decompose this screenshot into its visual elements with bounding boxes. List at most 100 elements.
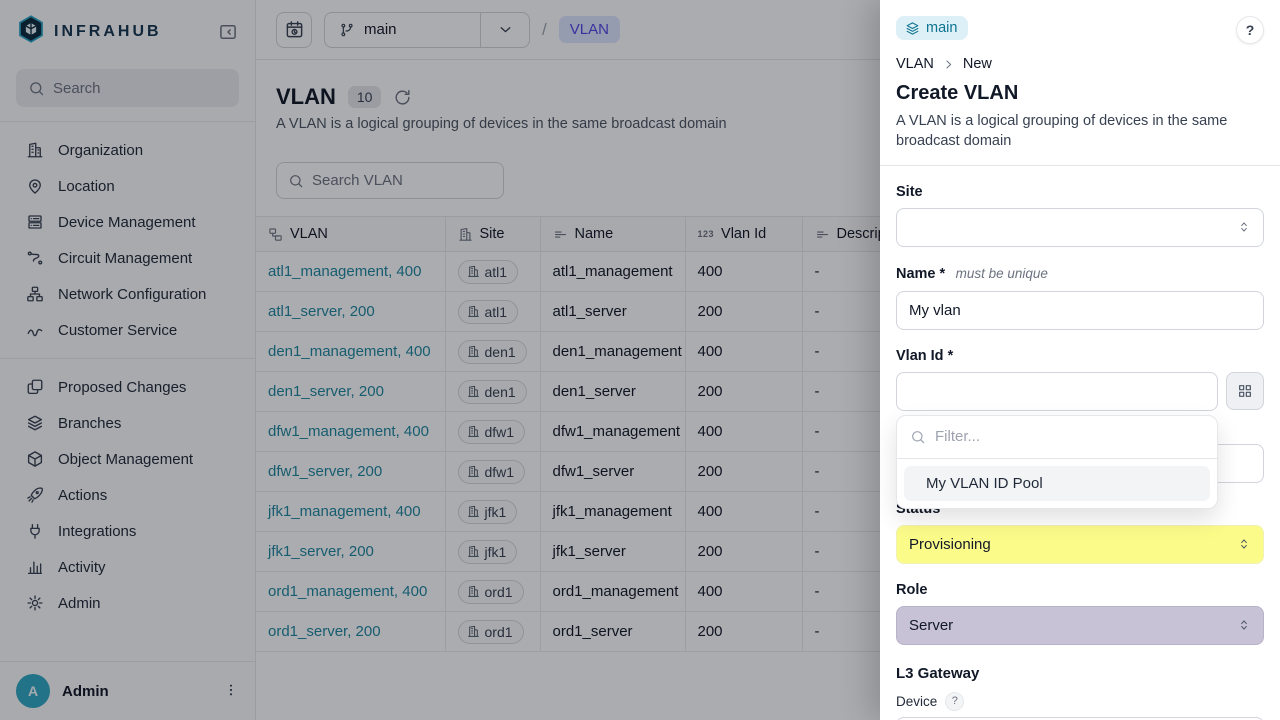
branch-selector-divider (480, 12, 481, 47)
sidebar-item-actions[interactable]: Actions (12, 477, 243, 513)
vlan-id-cell: 200 (685, 611, 803, 652)
column-header-site[interactable]: Site (445, 216, 541, 252)
branch-selector-caret[interactable] (481, 13, 529, 47)
branch-badge[interactable]: main (896, 16, 969, 40)
sidebar-search-input[interactable] (53, 79, 252, 97)
vlan-link[interactable]: dfw1_server, 200 (268, 463, 383, 480)
sidebar-user: A Admin (0, 661, 255, 720)
building-icon (458, 227, 473, 242)
sitemap-icon (26, 285, 44, 303)
vlan-link[interactable]: den1_server, 200 (268, 383, 384, 400)
device-input[interactable] (896, 716, 1264, 720)
breadcrumb-vlan[interactable]: VLAN (558, 16, 620, 43)
sidebar-item-circuit-management[interactable]: Circuit Management (12, 240, 243, 276)
device-label-row: Device ? (896, 691, 1264, 711)
pool-option[interactable]: My VLAN ID Pool (904, 465, 1210, 501)
vlan-link[interactable]: ord1_server, 200 (268, 623, 381, 640)
site-pill[interactable]: ord1 (457, 579, 524, 604)
sidebar-item-label: Organization (58, 141, 144, 159)
user-menu-button[interactable] (223, 682, 239, 701)
refresh-button[interactable] (393, 88, 412, 107)
plug-icon (26, 522, 44, 540)
site-pill[interactable]: den1 (457, 379, 527, 404)
hierarchy-icon (268, 227, 283, 242)
branch-selector: main (324, 11, 530, 48)
name-label: Name * (896, 265, 946, 282)
sidebar-item-location[interactable]: Location (12, 168, 243, 204)
status-select[interactable]: Provisioning (896, 524, 1264, 564)
sidebar-item-branches[interactable]: Branches (12, 405, 243, 441)
sidebar-item-label: Location (58, 177, 115, 195)
column-header-vlan-id[interactable]: 123 Vlan Id (685, 216, 803, 252)
name-cell: ord1_management (540, 571, 686, 612)
vlan-link[interactable]: atl1_management, 400 (268, 263, 422, 280)
vlan-link[interactable]: dfw1_management, 400 (268, 423, 429, 440)
vlan-link[interactable]: atl1_server, 200 (268, 303, 375, 320)
drawer-breadcrumb-new: New (962, 56, 992, 72)
search-icon (288, 173, 304, 189)
copy-diff-icon (26, 378, 44, 396)
site-pill[interactable]: jfk1 (457, 539, 518, 564)
vlan-link[interactable]: jfk1_server, 200 (268, 543, 374, 560)
user-name: Admin (62, 682, 109, 700)
sidebar-item-label: Branches (58, 414, 122, 432)
site-label: Site (896, 183, 923, 200)
site-pill[interactable]: atl1 (457, 259, 519, 284)
time-travel-button[interactable] (276, 11, 312, 48)
sidebar-collapse-button[interactable] (215, 19, 241, 45)
drawer-header: main ? (896, 16, 1264, 44)
building-icon (467, 265, 480, 278)
site-pill[interactable]: dfw1 (457, 459, 526, 484)
sidebar-item-activity[interactable]: Activity (12, 549, 243, 585)
site-pill[interactable]: jfk1 (457, 499, 518, 524)
branch-selector-value[interactable]: main (325, 13, 480, 47)
chevron-up-down-icon (1237, 537, 1251, 551)
site-pill[interactable]: ord1 (457, 619, 524, 644)
name-input[interactable] (909, 301, 1251, 319)
pool-filter-input[interactable] (935, 428, 1204, 446)
building-icon (467, 345, 480, 358)
site-pill[interactable]: den1 (457, 339, 527, 364)
vlan-id-cell: 200 (685, 451, 803, 492)
sidebar-item-organization[interactable]: Organization (12, 132, 243, 168)
role-label: Role (896, 581, 928, 598)
sidebar-item-integrations[interactable]: Integrations (12, 513, 243, 549)
vlan-link[interactable]: ord1_management, 400 (268, 583, 428, 600)
sidebar-divider (0, 121, 255, 122)
site-pill[interactable]: atl1 (457, 299, 519, 324)
column-header-vlan[interactable]: VLAN (256, 216, 446, 252)
sidebar-item-object-management[interactable]: Object Management (12, 441, 243, 477)
name-cell: dfw1_server (540, 451, 686, 492)
sidebar-item-network-configuration[interactable]: Network Configuration (12, 276, 243, 312)
role-value: Server (909, 616, 954, 634)
page-header: VLAN 10 (276, 84, 1260, 110)
pool-selector-button[interactable] (1226, 371, 1264, 410)
help-button[interactable]: ? (1236, 16, 1264, 44)
vlan-search-input[interactable] (312, 172, 492, 189)
pool-filter[interactable] (897, 416, 1217, 459)
device-help-icon[interactable]: ? (945, 691, 965, 711)
drawer-overlay[interactable] (0, 0, 880, 720)
name-cell: den1_server (540, 371, 686, 412)
vlan-link[interactable]: jfk1_management, 400 (268, 503, 421, 520)
drawer-breadcrumb-vlan[interactable]: VLAN (896, 56, 934, 72)
sidebar-item-device-management[interactable]: Device Management (12, 204, 243, 240)
site-pill[interactable]: dfw1 (457, 419, 526, 444)
sidebar-item-customer-service[interactable]: Customer Service (12, 312, 243, 348)
column-header-name[interactable]: Name (540, 216, 686, 252)
role-select[interactable]: Server (896, 605, 1264, 645)
sidebar-item-admin[interactable]: Admin (12, 585, 243, 621)
vlan-search[interactable] (276, 162, 504, 199)
vlan-id-input[interactable] (896, 371, 1218, 411)
sidebar-item-label: Activity (58, 558, 106, 576)
sidebar-item-label: Proposed Changes (58, 378, 187, 396)
building-icon (26, 141, 44, 159)
sidebar-item-proposed-changes[interactable]: Proposed Changes (12, 369, 243, 405)
vlan-link[interactable]: den1_management, 400 (268, 343, 431, 360)
vlan-id-cell: 200 (685, 371, 803, 412)
sidebar-item-label: Actions (58, 486, 108, 504)
site-select[interactable] (896, 207, 1264, 247)
pool-option-list: My VLAN ID Pool (897, 459, 1217, 508)
bar-chart-icon (26, 558, 44, 576)
